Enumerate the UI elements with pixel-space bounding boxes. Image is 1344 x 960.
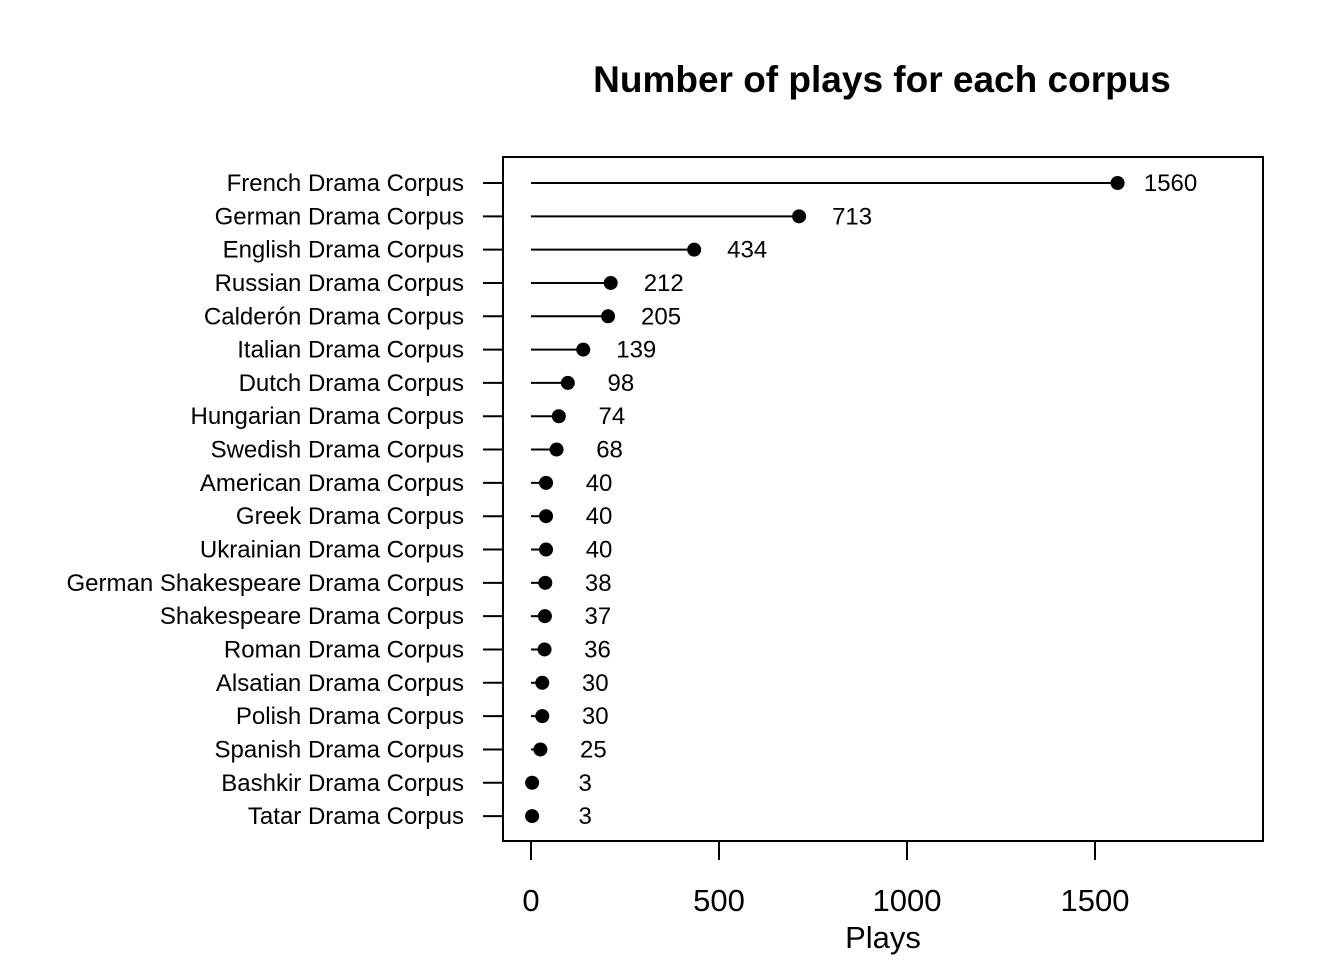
data-point [576,342,591,357]
data-point [533,742,548,757]
data-label: 713 [832,203,872,230]
data-point [537,642,552,657]
data-label: 30 [582,670,609,697]
data-label: 1560 [1144,170,1197,197]
y-tick-label: Hungarian Drama Corpus [191,403,464,430]
data-point [601,309,616,324]
data-label: 98 [607,370,634,397]
y-tick-label: Polish Drama Corpus [236,703,464,730]
y-tick-label: German Drama Corpus [215,203,464,230]
data-point [603,275,618,290]
y-tick-label: Dutch Drama Corpus [239,370,464,397]
data-label: 205 [641,303,681,330]
data-point [539,475,554,490]
data-label: 37 [585,603,612,630]
data-label: 40 [586,503,613,530]
data-label: 25 [580,736,607,763]
y-axis: French Drama Corpus German Drama Corpus En… [66,170,503,830]
data-point [539,509,554,524]
data-label: 38 [585,570,612,597]
y-tick-label: Calderón Drama Corpus [204,303,464,330]
data-point [551,409,566,424]
points [525,176,1125,824]
data-label: 40 [586,470,613,497]
data-point [535,709,550,724]
data-label: 30 [582,703,609,730]
data-point [560,375,575,390]
x-axis-title: Plays [845,920,921,955]
data-point [525,809,540,824]
y-tick-label: Italian Drama Corpus [237,337,464,364]
data-point [535,675,550,690]
y-tick-label: French Drama Corpus [227,170,464,197]
data-label: 74 [598,403,625,430]
data-point [549,442,564,457]
plot-frame [502,156,1264,842]
y-tick-label: Shakespeare Drama Corpus [160,603,464,630]
x-tick-label: 0 [522,883,539,918]
x-tick-label: 1000 [873,883,942,918]
y-tick-label: Bashkir Drama Corpus [221,770,464,797]
data-point [538,575,553,590]
y-tick-label: Alsatian Drama Corpus [216,670,464,697]
data-label: 3 [578,803,591,830]
data-label: 212 [644,270,684,297]
x-tick-label: 500 [693,883,745,918]
y-tick-label: Tatar Drama Corpus [248,803,464,830]
chart-title: Number of plays for each corpus [593,59,1171,100]
data-label: 40 [586,537,613,564]
data-point [1110,176,1125,190]
x-tick-label: 1500 [1061,883,1130,918]
x-axis: 0 500 1000 1500 [522,840,1130,918]
data-point [539,542,554,557]
data-point [537,609,552,624]
y-tick-label: Roman Drama Corpus [224,636,464,663]
data-label: 139 [616,337,656,364]
y-tick-label: Swedish Drama Corpus [211,437,464,464]
y-tick-label: Russian Drama Corpus [215,270,464,297]
data-point [525,775,540,790]
data-label: 36 [584,636,611,663]
data-label: 3 [578,770,591,797]
y-tick-label: Ukrainian Drama Corpus [200,537,464,564]
data-label: 68 [596,437,623,464]
y-tick-label: Greek Drama Corpus [236,503,464,530]
y-tick-label: Spanish Drama Corpus [215,736,464,763]
y-tick-label: English Drama Corpus [223,237,464,264]
value-labels: 1560 713 434 212 205 139 98 74 68 40 40 40 38 37 36 30 3… [578,170,1197,830]
stems [531,182,1118,818]
y-tick-label: German Shakespeare Drama Corpus [66,570,464,597]
data-point [792,209,807,224]
y-tick-label: American Drama Corpus [200,470,464,497]
data-label: 434 [727,237,767,264]
data-point [687,242,702,257]
